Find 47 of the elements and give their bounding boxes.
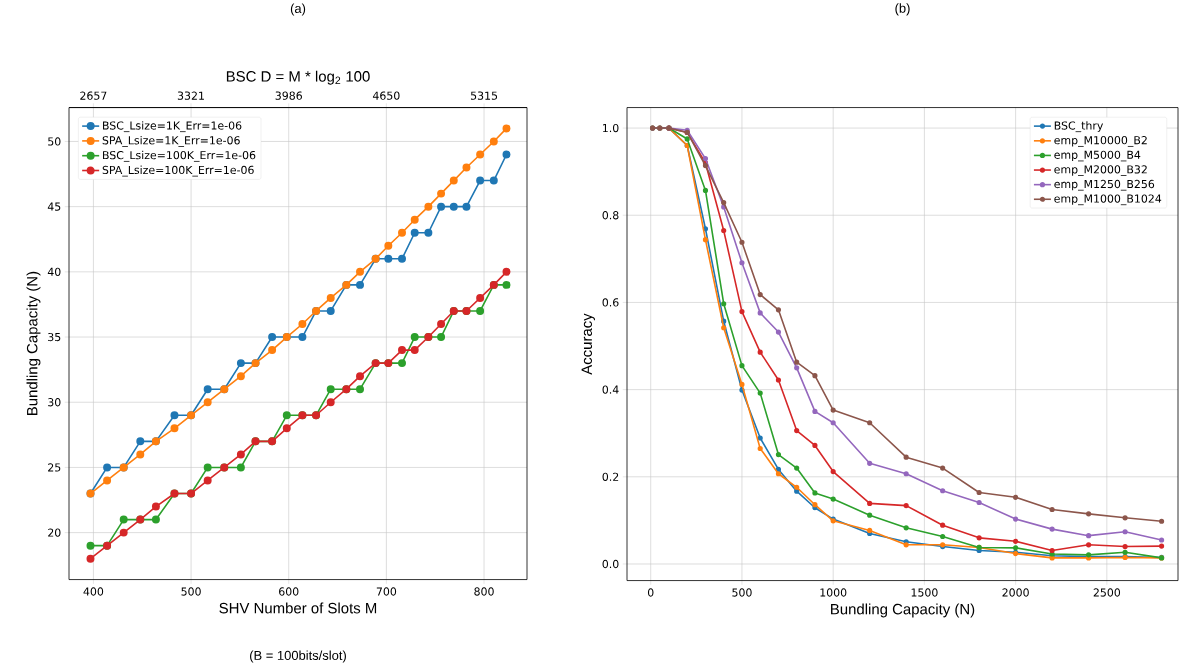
x2-axis-title: BSC D = M * log$_{2}$ 100 <box>226 70 370 85</box>
legend-label: emp_M5000_B4 <box>1054 150 1141 162</box>
y-tick-label: 35 <box>48 333 61 342</box>
legend-label: BSC_Lsize=1K_Err=1e-06 <box>103 121 242 133</box>
x2-tick-label: 2657 <box>80 91 107 101</box>
x-tick-label: 1000 <box>820 588 847 597</box>
y-tick-label: 0.0 <box>602 560 619 569</box>
x2-tick-label: 4650 <box>372 91 400 101</box>
y-tick-label: 1.0 <box>603 124 619 133</box>
legend-label: emp_M1000_B1024 <box>1054 194 1162 206</box>
y-tick-label: 0.8 <box>602 211 619 220</box>
x-tick-label: 0 <box>647 588 654 597</box>
x-tick-label: 800 <box>474 587 494 596</box>
x-tick-label: 600 <box>279 587 299 596</box>
legend-label: emp_M2000_B32 <box>1054 165 1147 177</box>
y-tick-label: 30 <box>48 398 61 407</box>
y-axis-title: Accuracy <box>581 313 595 375</box>
legend-label: SPA_Lsize=100K_Err=1e-06 <box>102 165 254 177</box>
y-tick-label: 0.4 <box>602 385 619 394</box>
y-tick-label: 0.2 <box>602 472 619 482</box>
text: (B = 100bits/slot) <box>250 650 346 663</box>
legend-label: BSC_Lsize=100K_Err=1e-06 <box>103 151 256 162</box>
legend-label: BSC_thry <box>1054 121 1104 133</box>
legend-label: emp_M1250_B256 <box>1054 180 1155 191</box>
y-tick-label: 0.6 <box>602 298 619 307</box>
y-tick-label: 25 <box>48 463 61 472</box>
x-tick-label: 1500 <box>911 588 938 597</box>
chart-title: (a) <box>290 3 306 16</box>
x-axis-title: SHV Number of Slots M <box>219 602 377 614</box>
x-axis-title: Bundling Capacity (N) <box>831 603 975 618</box>
x2-tick-label: 5315 <box>470 91 498 101</box>
x-tick-label: 400 <box>83 587 104 596</box>
x2-tick-label: 3321 <box>177 91 204 101</box>
x2-tick-label: 3986 <box>275 91 302 101</box>
legend-label: SPA_Lsize=1K_Err=1e-06 <box>102 136 240 148</box>
y-tick-label: 40 <box>47 267 61 277</box>
y-axis-title: Bundling Capacity (N) <box>26 272 41 416</box>
legend-label: emp_M10000_B2 <box>1054 136 1147 147</box>
x-tick-label: 2500 <box>1093 588 1121 597</box>
x-tick-label: 500 <box>181 587 201 596</box>
x-tick-label: 2000 <box>1002 588 1029 597</box>
y-tick-label: 45 <box>47 202 61 211</box>
y-tick-label: 50 <box>48 137 61 146</box>
x-tick-label: 700 <box>376 587 397 596</box>
x-tick-label: 500 <box>732 588 752 597</box>
chart-title: (b) <box>895 3 910 16</box>
y-tick-label: 20 <box>48 528 61 537</box>
